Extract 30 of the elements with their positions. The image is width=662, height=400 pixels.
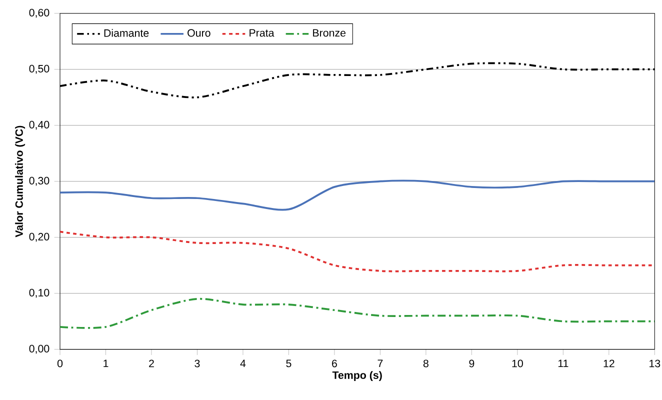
legend-label: Diamante xyxy=(104,29,149,37)
y-tick-label: 0,60 xyxy=(29,8,50,18)
line-series xyxy=(60,230,655,272)
x-tick-label: 13 xyxy=(650,360,660,368)
x-tick-label: 4 xyxy=(240,360,246,368)
legend-label: Prata xyxy=(250,29,274,37)
line-series xyxy=(60,298,655,329)
legend-label: Bronze xyxy=(313,29,346,37)
legend-label: Ouro xyxy=(188,29,210,37)
x-tick-label: 10 xyxy=(512,360,523,368)
x-tick-label: 11 xyxy=(558,360,568,368)
line-series xyxy=(60,180,655,211)
y-tick-label: 0,00 xyxy=(29,344,50,354)
y-axis-title: Valor Cumulativo (VC) xyxy=(15,126,26,238)
x-tick-label: 2 xyxy=(149,360,154,368)
x-tick-label: 3 xyxy=(194,360,200,368)
y-tick-label: 0,50 xyxy=(29,64,50,74)
x-tick-label: 0 xyxy=(57,360,63,368)
x-tick-label: 12 xyxy=(604,360,614,368)
x-tick-label: 7 xyxy=(378,360,383,368)
y-tick-label: 0,40 xyxy=(29,120,50,130)
y-tick-label: 0,10 xyxy=(29,288,50,298)
y-tick-label: 0,20 xyxy=(29,232,50,242)
y-tick-label: 0,30 xyxy=(29,176,50,186)
x-tick-label: 5 xyxy=(286,360,292,368)
x-tick-label: 1 xyxy=(104,360,108,368)
x-axis-title: Tempo (s) xyxy=(332,371,382,382)
x-tick-label: 9 xyxy=(469,360,474,368)
x-tick-label: 8 xyxy=(423,360,428,368)
x-tick-label: 6 xyxy=(332,360,337,368)
